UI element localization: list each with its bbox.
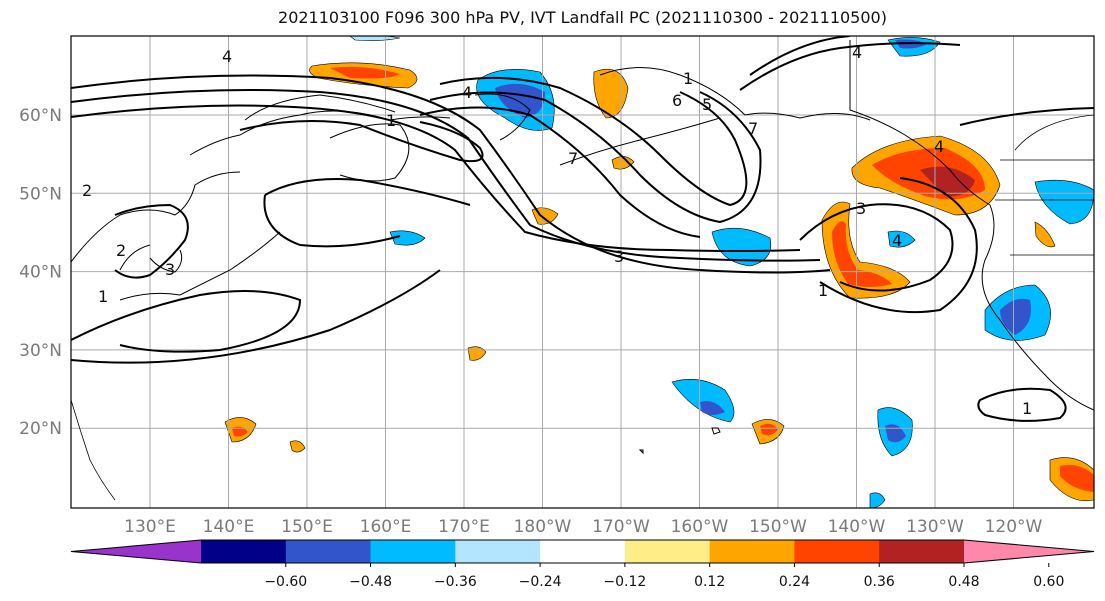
longitude-label: 160°E: [360, 517, 412, 537]
contour-label: 3: [165, 260, 175, 279]
longitude-label: 150°W: [749, 517, 807, 537]
contour-label-group: 4 4 4 1 1 1 1 2 2 3 3 3 4 5 6 7 7 1 4: [82, 43, 1032, 418]
contour-label: 5: [702, 95, 712, 114]
shade-warm: [832, 221, 892, 287]
map-frame: [70, 35, 1095, 509]
colorbar-extend-high: [964, 540, 1094, 563]
shade-warm: [1060, 465, 1094, 492]
contour-label: 3: [614, 247, 624, 266]
longitude-label: 130°W: [906, 517, 964, 537]
colorbar: −0.60 −0.48 −0.36 −0.24 −0.12 0.12 0.24 0.36 0.4…: [70, 539, 1095, 590]
longitude-label: 150°E: [281, 517, 333, 537]
latitude-label: 60°N: [19, 106, 62, 126]
longitude-label: 120°W: [985, 517, 1043, 537]
shade-warm: [760, 423, 778, 436]
contour-label: 1: [386, 111, 396, 130]
shade-warm: [330, 66, 400, 79]
colorbar-segment: [540, 540, 626, 563]
colorbar-tick-label: 0.36: [864, 574, 895, 590]
coastlines: [71, 40, 1094, 501]
colorbar-tick-label: 0.60: [1033, 574, 1064, 590]
contour-label: 4: [892, 231, 902, 250]
shade-warm: [1034, 221, 1056, 248]
colorbar-segment: [624, 540, 711, 563]
shade-cool: [711, 227, 772, 267]
shade-warm: [289, 440, 306, 453]
colorbar-segment: [879, 540, 965, 563]
colorbar-tick-label: 0.48: [948, 574, 979, 590]
longitude-label: 160°W: [671, 517, 729, 537]
longitude-label: 130°E: [124, 517, 176, 537]
colorbar-segment: [455, 540, 541, 563]
shade-warm: [232, 426, 248, 437]
colorbar-tick-label: 0.12: [694, 574, 725, 590]
colorbar-tick-label: 0.24: [779, 574, 810, 590]
contour-label: 6: [672, 91, 682, 110]
map-area: 4 4 4 1 1 1 1 2 2 3 3 3 4 5 6 7 7 1 4: [71, 36, 1094, 508]
longitude-label: 170°W: [592, 517, 650, 537]
shade-cool: [885, 424, 906, 443]
longitude-label: 140°W: [828, 517, 886, 537]
contour-label: 4: [222, 47, 232, 66]
colorbar-segment: [285, 540, 372, 563]
shade-cool: [1000, 298, 1031, 335]
contour-label: 2: [116, 241, 126, 260]
latitude-label: 30°N: [19, 341, 62, 361]
longitude-label: 140°E: [203, 517, 255, 537]
latitude-label: 40°N: [19, 263, 62, 283]
colorbar-outline: [70, 539, 1095, 564]
shade-cool: [1034, 179, 1094, 225]
pv-contours: [71, 36, 1094, 422]
longitude-labels: 130°E 140°E 150°E 160°E 170°E 180°W 170°W 160°W…: [124, 517, 1042, 537]
colorbar-tick-label: −0.48: [349, 574, 392, 590]
shade-warm: [920, 166, 975, 197]
plot-title: 2021103100 F096 300 hPa PV, IVT Landfall…: [278, 8, 887, 27]
colorbar-extend-low: [71, 540, 201, 563]
colorbar-tick-label: −0.12: [603, 574, 646, 590]
contour-label: 2: [82, 181, 92, 200]
colorbar-segment: [201, 540, 287, 563]
colorbar-segment: [709, 540, 795, 563]
latitude-label: 20°N: [19, 419, 62, 439]
colorbar-tick-label: −0.60: [264, 574, 307, 590]
shade-warm: [611, 156, 635, 170]
shade-cool: [887, 230, 916, 248]
colorbar-tick-label: −0.24: [519, 574, 562, 590]
latitude-labels: 60°N 50°N 40°N 30°N 20°N: [19, 106, 62, 439]
longitude-label: 170°E: [438, 517, 490, 537]
contour-label: 1: [1022, 399, 1032, 418]
contour-label: 3: [856, 199, 866, 218]
contour-label: 1: [98, 287, 108, 306]
contour-label: 7: [568, 149, 578, 168]
contour-label: 4: [852, 43, 862, 62]
shade-cool: [349, 36, 401, 41]
colorbar-segment: [794, 540, 880, 563]
shade-cool: [389, 230, 426, 246]
longitude-label: 180°W: [514, 517, 572, 537]
colorbar-tick-label: −0.36: [434, 574, 477, 590]
latitude-label: 50°N: [19, 184, 62, 204]
contour-label: 4: [934, 137, 944, 156]
gridlines: [71, 36, 1094, 508]
contour-label: 1: [683, 69, 693, 88]
contour-label: 1: [818, 281, 828, 300]
colorbar-segment: [370, 540, 456, 563]
shade-cool: [700, 401, 725, 415]
contour-label: 4: [462, 83, 472, 102]
contour-label: 7: [748, 119, 758, 138]
